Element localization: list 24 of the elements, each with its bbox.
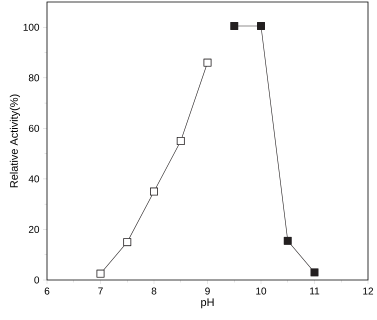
point <box>123 238 132 246</box>
x-tick-label: 11 <box>310 288 320 294</box>
y-tick-label: 80 <box>28 74 40 82</box>
x-tick-label: 8 <box>152 288 156 295</box>
point <box>257 22 265 30</box>
x-tick-label: 6 <box>44 288 50 295</box>
y-tick-label: 100 <box>24 24 40 31</box>
y-tick-label: 20 <box>28 226 40 233</box>
x-tick-label: 7 <box>98 288 103 294</box>
x-tick-label: 12 <box>363 288 374 294</box>
y-tick-label: 60 <box>28 124 40 132</box>
x-tick-label: 10 <box>256 288 266 295</box>
point <box>150 188 158 196</box>
y-axis-title: Relative Activity(%) <box>10 94 20 188</box>
point <box>230 22 238 30</box>
x-axis-title: pH <box>201 298 214 308</box>
y-tick-label: 0 <box>34 276 40 284</box>
point <box>284 236 292 245</box>
point <box>310 268 318 276</box>
point <box>96 270 104 278</box>
point <box>176 137 185 145</box>
point <box>204 58 212 67</box>
y-tick-label: 40 <box>28 175 40 182</box>
x-tick-label: 9 <box>205 288 210 295</box>
